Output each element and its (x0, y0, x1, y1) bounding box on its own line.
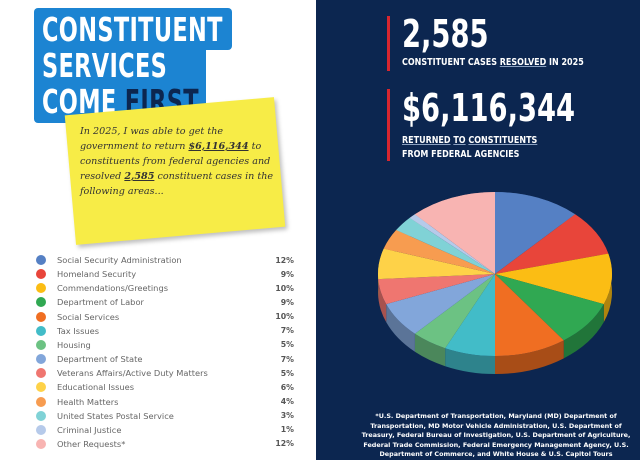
legend-item: Department of Labor 9% (36, 295, 294, 309)
note-text: In 2025, I was able to get the governmen… (80, 126, 274, 197)
legend-label: Tax Issues (57, 325, 100, 336)
legend-label: Homeland Security (57, 269, 137, 280)
legend-label: Housing (57, 339, 91, 350)
pie-slice-13 (409, 214, 495, 274)
legend-value: 1% (280, 425, 294, 435)
returned-label: RETURNED TO CONSTITUENTS (402, 135, 538, 146)
pie-slice-9 (378, 274, 495, 305)
legend-item: Homeland Security 9% (36, 267, 294, 281)
pie-slice-8 (386, 274, 495, 334)
legend-value: 3% (280, 411, 294, 421)
pie-slice-side (378, 279, 387, 323)
accent-bar-returned (387, 89, 390, 161)
legend-value: 7% (280, 354, 294, 364)
legend-item: Commendations/Greetings 10% (36, 281, 294, 295)
legend-swatch (36, 382, 46, 393)
pie-slice-14 (414, 192, 495, 274)
pie-slice-10 (378, 248, 495, 280)
legend-swatch (36, 297, 46, 308)
legend-value: 9% (280, 269, 294, 279)
legend-swatch (36, 368, 46, 379)
legend-value: 7% (280, 326, 294, 336)
legend-item: Other Requests* 12% (36, 437, 294, 451)
legend-value: 10% (275, 312, 294, 322)
legend-value: 12% (275, 439, 294, 449)
cases-value: 2,585 (402, 12, 489, 56)
pie-slice-5 (495, 274, 564, 356)
legend-swatch (36, 438, 46, 449)
legend-swatch (36, 269, 46, 280)
legend-swatch (36, 283, 46, 294)
legend-value: 5% (280, 368, 294, 378)
pie-slice-side (445, 348, 495, 374)
legend-value: 5% (280, 340, 294, 350)
legend-label: Social Services (57, 311, 120, 322)
legend-item: Social Services 10% (36, 310, 294, 324)
title-line-1: CONSTITUENT (42, 10, 223, 49)
legend-item: United States Postal Service 3% (36, 409, 294, 423)
note-cases: 2,585 (124, 171, 155, 182)
legend-label: Commendations/Greetings (57, 283, 169, 294)
footnote: *U.S. Department of Transportation, Mary… (361, 412, 631, 459)
legend-value: 10% (275, 283, 294, 293)
legend-swatch (36, 396, 46, 407)
legend-item: Tax Issues 7% (36, 324, 294, 338)
pie-slice-side (386, 304, 415, 352)
pie-slice-side (414, 333, 446, 367)
left-panel: CONSTITUENT SERVICES COME FIRST In 2025,… (0, 0, 316, 460)
note-amount: $6,116,344 (188, 141, 249, 152)
pie-slice-side (563, 304, 604, 359)
pie-slice-6 (445, 274, 495, 356)
legend-swatch (36, 255, 46, 265)
legend-item: Health Matters 4% (36, 395, 294, 409)
legend-value: 9% (280, 297, 294, 307)
legend-item: Criminal Justice 1% (36, 423, 294, 437)
pie-slice-11 (383, 230, 495, 274)
returned-value: $6,116,344 (402, 86, 576, 130)
legend-label: Department of Labor (57, 297, 144, 308)
legend-swatch (36, 311, 46, 322)
legend-label: Criminal Justice (57, 424, 122, 435)
accent-bar-cases (387, 16, 390, 71)
legend-value: 6% (280, 382, 294, 392)
legend-value: 4% (280, 397, 294, 406)
legend-item: Housing 5% (36, 338, 294, 352)
legend-item: Veterans Affairs/Active Duty Matters 5% (36, 366, 294, 380)
legend-label: Educational Issues (57, 382, 135, 393)
title-line-2: SERVICES (42, 46, 168, 85)
legend-swatch (36, 339, 46, 350)
pie-slice-7 (414, 274, 495, 349)
legend-label: Other Requests* (57, 438, 126, 449)
returned-label-2: FROM FEDERAL AGENCIES (402, 149, 520, 160)
pie-slice-12 (396, 217, 495, 274)
legend-item: Educational Issues 6% (36, 380, 294, 394)
legend-item: Department of State 7% (36, 352, 294, 366)
legend-label: United States Postal Service (57, 410, 174, 421)
legend-label: Health Matters (57, 396, 119, 407)
legend-swatch (36, 325, 46, 336)
cases-label: CONSTITUENT CASES RESOLVED IN 2025 (402, 57, 584, 68)
legend-value: 12% (275, 255, 294, 265)
legend-swatch (36, 410, 46, 421)
pie-slice-1 (495, 192, 576, 274)
pie-slice-3 (495, 253, 613, 305)
legend-swatch (36, 424, 46, 435)
legend-swatch (36, 354, 46, 365)
pie-slice-2 (495, 214, 609, 274)
legend-label: Department of State (57, 354, 143, 365)
legend-label: Veterans Affairs/Active Duty Matters (57, 368, 208, 379)
legend-label: Social Security Administration (57, 255, 182, 265)
legend-item: Social Security Administration 12% (36, 253, 294, 267)
pie-slice-4 (495, 274, 604, 341)
pie-slice-side (495, 340, 564, 374)
